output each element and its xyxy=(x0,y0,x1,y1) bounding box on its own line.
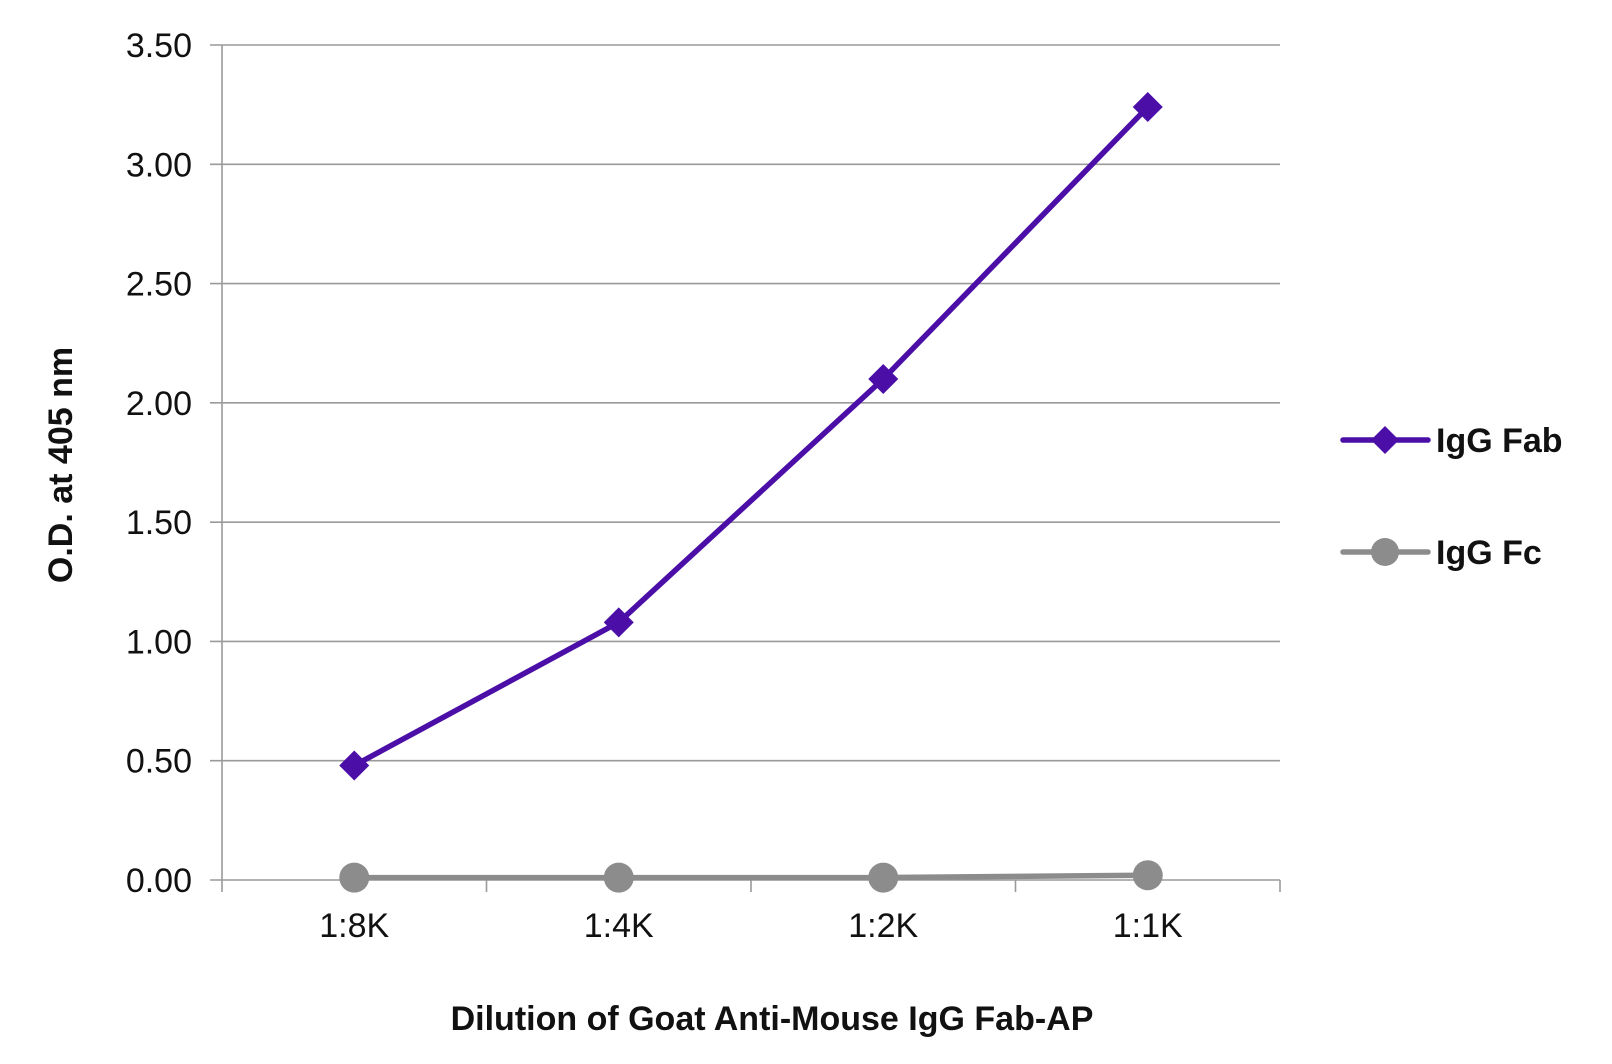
series xyxy=(339,92,1163,893)
x-tick-label: 1:8K xyxy=(319,907,389,945)
y-tick-label: 2.00 xyxy=(126,385,192,423)
x-axis-title: Dilution of Goat Anti-Mouse IgG Fab-AP xyxy=(451,1000,1094,1038)
y-tick-label: 1.50 xyxy=(126,504,192,542)
y-tick-label: 1.00 xyxy=(126,623,192,661)
data-point xyxy=(339,862,370,893)
y-tick-label: 3.50 xyxy=(126,27,192,65)
data-point xyxy=(868,364,899,394)
y-tick-label: 0.00 xyxy=(126,862,192,900)
y-axis-title: O.D. at 405 nm xyxy=(42,347,80,583)
data-point xyxy=(603,862,634,893)
legend-marker xyxy=(1371,426,1399,454)
legend-marker xyxy=(1371,538,1399,566)
data-point xyxy=(603,607,634,638)
data-point xyxy=(1132,92,1163,123)
legend: IgG Fab IgG Fc xyxy=(1340,422,1563,572)
y-tick-label: 3.00 xyxy=(126,146,192,184)
x-tick-label: 1:2K xyxy=(848,907,918,945)
x-tick-label: 1:1K xyxy=(1113,907,1183,945)
legend-label: IgG Fc xyxy=(1436,534,1542,572)
legend-label: IgG Fab xyxy=(1436,422,1563,460)
y-tick-label: 2.50 xyxy=(126,266,192,304)
axes xyxy=(210,45,1281,892)
y-tick-labels: 0.00 0.50 1.00 1.50 2.00 2.50 3.00 3.50 xyxy=(126,27,192,900)
y-tick-label: 0.50 xyxy=(126,743,192,781)
x-tick-label: 1:4K xyxy=(584,907,654,945)
x-tick-labels: 1:8K 1:4K 1:2K 1:1K xyxy=(319,907,1183,945)
gridlines xyxy=(210,44,1280,762)
data-point xyxy=(1132,860,1163,891)
series-line xyxy=(351,872,1151,881)
data-point xyxy=(868,862,899,893)
data-point xyxy=(339,750,370,781)
series-line xyxy=(351,104,1151,769)
